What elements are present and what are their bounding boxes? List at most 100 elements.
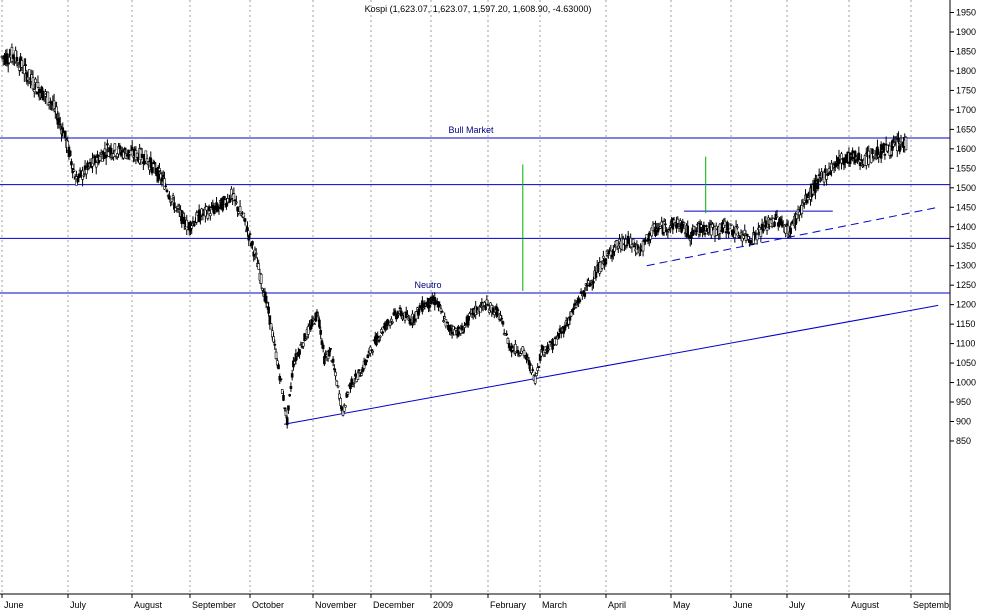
candle-body xyxy=(537,366,541,369)
candle-body xyxy=(483,302,486,306)
candle-body xyxy=(163,178,166,190)
candle-body xyxy=(843,157,847,164)
candle-body xyxy=(201,213,205,216)
candle-body xyxy=(662,221,666,233)
candle-body xyxy=(278,376,282,381)
x-tick-label: June xyxy=(733,600,753,610)
candle-body xyxy=(251,241,254,246)
y-tick-label: 1800 xyxy=(956,66,976,76)
candle-body xyxy=(397,313,401,315)
candle-body xyxy=(785,223,789,226)
candle-body xyxy=(222,196,226,200)
candle-body xyxy=(383,322,387,331)
candle-body xyxy=(310,319,314,327)
y-tick-label: 950 xyxy=(956,397,971,407)
candle-body xyxy=(607,252,610,255)
candle-body xyxy=(687,235,691,239)
candle-body xyxy=(718,223,722,234)
candle-body xyxy=(82,174,86,177)
candle-body xyxy=(659,226,662,229)
candle-body xyxy=(27,69,31,82)
candle-body xyxy=(666,231,670,233)
candle-body xyxy=(765,226,769,231)
candle-body xyxy=(519,353,522,356)
candle-body xyxy=(422,307,425,310)
candle-body xyxy=(273,344,277,346)
candle-body xyxy=(206,213,210,219)
x-tick-label: December xyxy=(373,600,415,610)
candle-body xyxy=(589,280,593,283)
candle-body xyxy=(85,169,88,175)
candle-body xyxy=(185,219,189,231)
candle-body xyxy=(164,185,167,188)
candle-body xyxy=(418,305,422,309)
candle-body xyxy=(366,354,370,359)
candle-body xyxy=(342,404,346,412)
candle-body xyxy=(530,364,533,374)
candle-body xyxy=(692,226,696,231)
candle-body xyxy=(23,65,26,75)
candle-body xyxy=(76,178,79,183)
candle-body xyxy=(516,349,520,354)
candle-body xyxy=(10,47,14,62)
candle-body xyxy=(884,143,888,146)
candle-body xyxy=(238,206,242,213)
candle-body xyxy=(667,228,671,231)
candle-body xyxy=(15,56,19,61)
candle-body xyxy=(156,167,160,182)
candle-body xyxy=(290,373,294,378)
candle-body xyxy=(724,231,728,234)
candle-body xyxy=(180,210,184,224)
candle-body xyxy=(398,307,402,310)
x-tick-label: Septemb xyxy=(913,600,949,610)
candle-body xyxy=(103,148,107,153)
y-tick-label: 1150 xyxy=(956,319,975,329)
candle-body xyxy=(5,53,9,63)
candle-body xyxy=(284,410,288,416)
candle-body xyxy=(313,323,316,325)
y-tick-label: 1700 xyxy=(956,105,976,115)
candle-body xyxy=(454,328,458,331)
candle-body xyxy=(381,331,384,334)
candle-body xyxy=(46,91,50,106)
candle-body xyxy=(360,373,363,376)
candle-body xyxy=(248,233,252,235)
y-tick-label: 1250 xyxy=(956,280,976,290)
candle-body xyxy=(568,316,572,321)
y-tick-label: 1450 xyxy=(956,202,976,212)
candle-body xyxy=(378,335,382,338)
candle-body xyxy=(333,368,336,370)
candle-body xyxy=(760,223,764,229)
candle-body xyxy=(610,254,614,258)
candle-body xyxy=(625,244,629,247)
chart-title: Kospi (1,623.07, 1,623.07, 1,597.20, 1,6… xyxy=(365,4,592,14)
candle-body xyxy=(190,225,194,229)
candle-body xyxy=(703,232,707,235)
candle-body xyxy=(375,334,378,346)
candle-body xyxy=(264,295,268,304)
candle-body xyxy=(123,148,127,150)
candle-body xyxy=(344,405,347,408)
candle-body xyxy=(729,223,733,226)
candles xyxy=(0,43,908,429)
candle-body xyxy=(574,304,578,308)
candle-body xyxy=(288,394,291,397)
candle-body xyxy=(221,199,225,211)
candle-body xyxy=(118,145,122,150)
candle-body xyxy=(63,130,67,139)
candle-body xyxy=(742,235,745,239)
candle-body xyxy=(873,155,877,158)
candle-body xyxy=(484,306,487,310)
candle-body xyxy=(848,152,852,164)
y-axis: 850 900 950 1000 1050 1100 1150 1200 1250 1300 135… xyxy=(950,8,976,446)
candle-body xyxy=(639,248,642,252)
candle-body xyxy=(242,212,246,218)
candle-body xyxy=(243,218,247,222)
candle-body xyxy=(898,145,902,152)
candle-body xyxy=(24,64,27,66)
candle-body xyxy=(461,332,465,334)
candle-body xyxy=(409,323,413,326)
candle-body xyxy=(192,223,196,227)
candle-body xyxy=(734,226,738,235)
candle-body xyxy=(755,234,759,241)
